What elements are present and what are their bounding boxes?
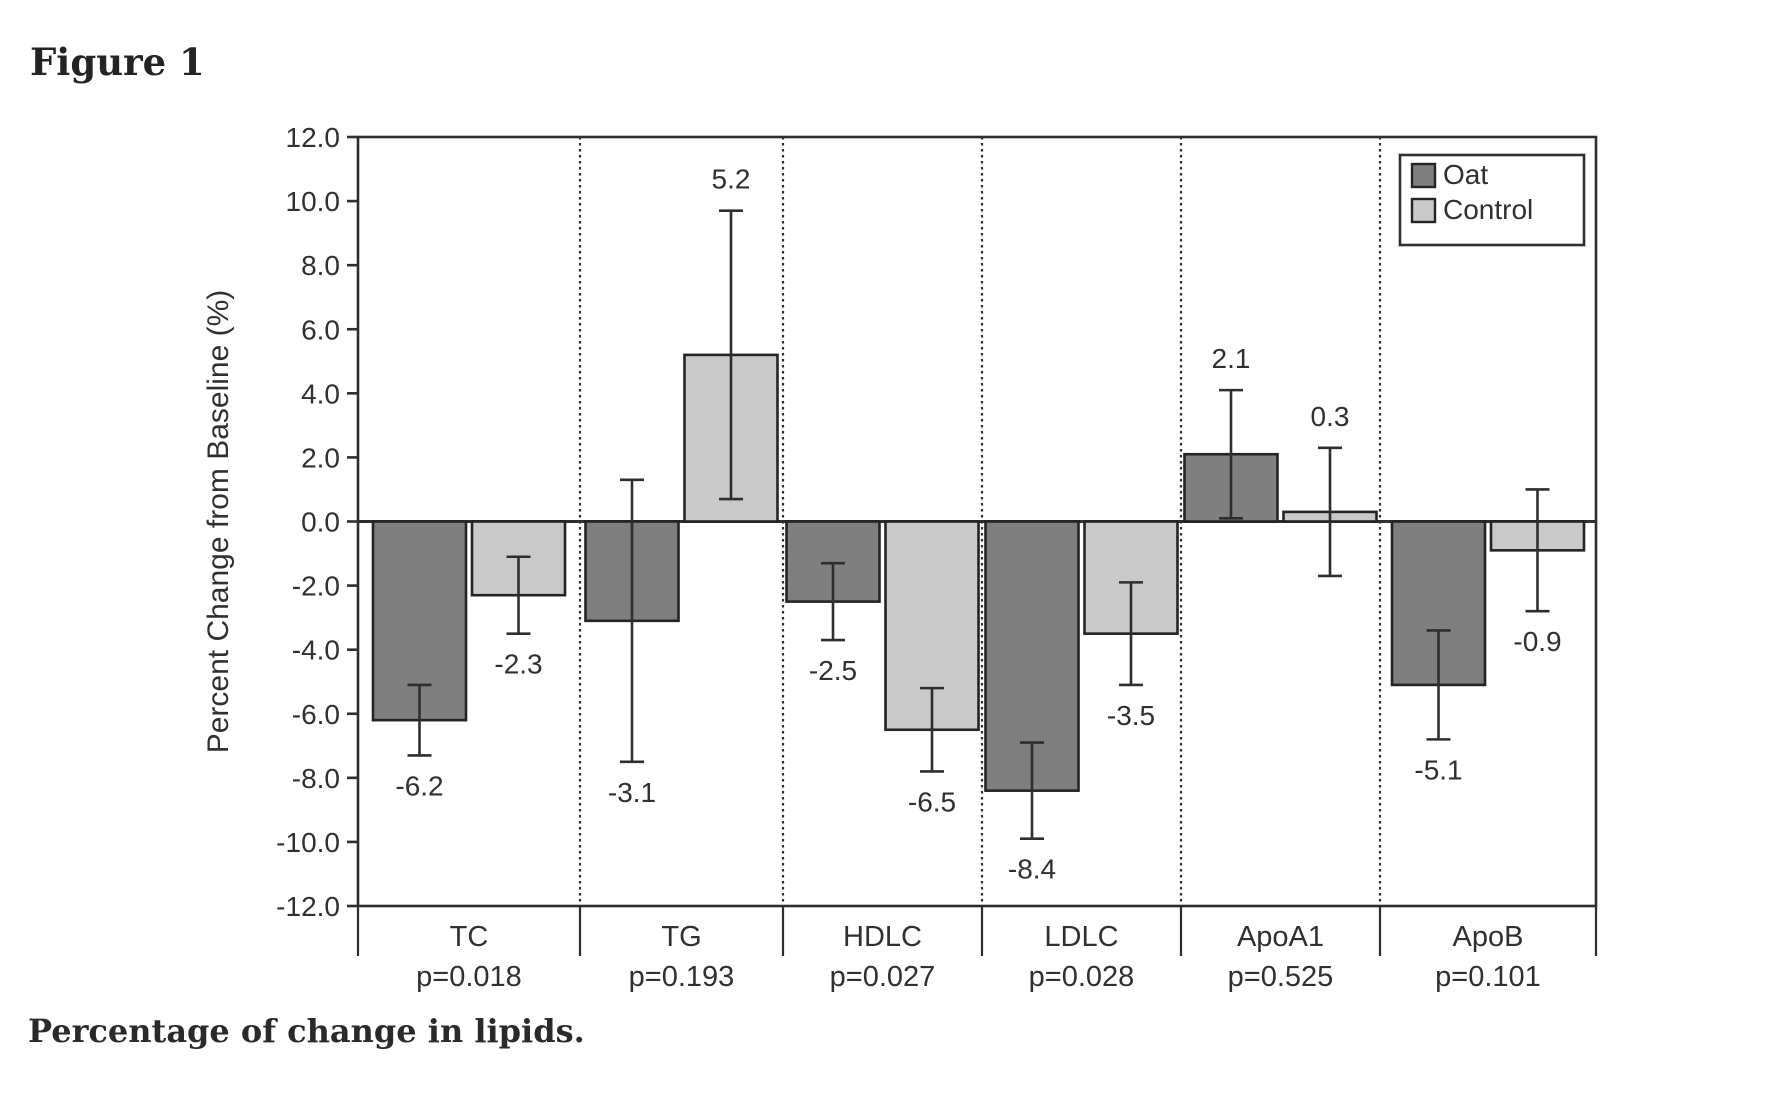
y-tick-label: 2.0 <box>301 442 340 473</box>
y-tick-label: -2.0 <box>292 571 340 602</box>
y-tick-label: -4.0 <box>292 635 340 666</box>
x-pvalue-label: p=0.525 <box>1228 961 1334 993</box>
value-label-oat-LDLC: -8.4 <box>1008 854 1056 885</box>
x-pvalue-label: p=0.027 <box>830 961 936 993</box>
value-label-control-ApoA1: 0.3 <box>1311 401 1350 432</box>
x-category-label: LDLC <box>1044 921 1118 953</box>
y-tick-label: -6.0 <box>292 699 340 730</box>
x-pvalue-label: p=0.018 <box>416 961 522 993</box>
value-label-oat-HDLC: -2.5 <box>809 655 857 686</box>
y-tick-label: 10.0 <box>286 186 341 217</box>
value-label-oat-TG: -3.1 <box>608 777 656 808</box>
y-tick-label: -8.0 <box>292 763 340 794</box>
figure-title: Figure 1 <box>30 40 205 84</box>
y-tick-label: 0.0 <box>301 507 340 538</box>
value-label-oat-ApoA1: 2.1 <box>1212 343 1251 374</box>
value-label-oat-TC: -6.2 <box>395 770 443 801</box>
legend-label-control: Control <box>1443 194 1533 225</box>
x-category-label: HDLC <box>843 921 922 953</box>
value-label-oat-ApoB: -5.1 <box>1414 754 1462 785</box>
x-category-label: ApoA1 <box>1237 921 1324 953</box>
x-pvalue-label: p=0.028 <box>1029 961 1135 993</box>
x-category-label: TG <box>661 921 701 953</box>
y-tick-label: 6.0 <box>301 314 340 345</box>
legend-swatch-control <box>1410 197 1437 224</box>
x-pvalue-label: p=0.101 <box>1435 961 1541 993</box>
legend-swatch-oat <box>1410 162 1437 189</box>
y-tick-label: 12.0 <box>286 122 341 153</box>
legend-label-oat: Oat <box>1443 159 1488 190</box>
y-tick-label: 8.0 <box>301 250 340 281</box>
x-category-label: TC <box>450 921 489 953</box>
y-tick-label: -12.0 <box>276 891 340 922</box>
y-tick-label: 4.0 <box>301 378 340 409</box>
value-label-control-TG: 5.2 <box>712 164 751 195</box>
figure-caption: Percentage of change in lipids. <box>28 1012 585 1050</box>
value-label-control-ApoB: -0.9 <box>1513 626 1561 657</box>
x-category-label: ApoB <box>1453 921 1524 953</box>
x-pvalue-label: p=0.193 <box>629 961 735 993</box>
y-tick-label: -10.0 <box>276 827 340 858</box>
value-label-control-LDLC: -3.5 <box>1107 700 1155 731</box>
value-label-control-HDLC: -6.5 <box>908 786 956 817</box>
value-label-control-TC: -2.3 <box>494 649 542 680</box>
y-axis-title: Percent Change from Baseline (%) <box>202 290 235 754</box>
